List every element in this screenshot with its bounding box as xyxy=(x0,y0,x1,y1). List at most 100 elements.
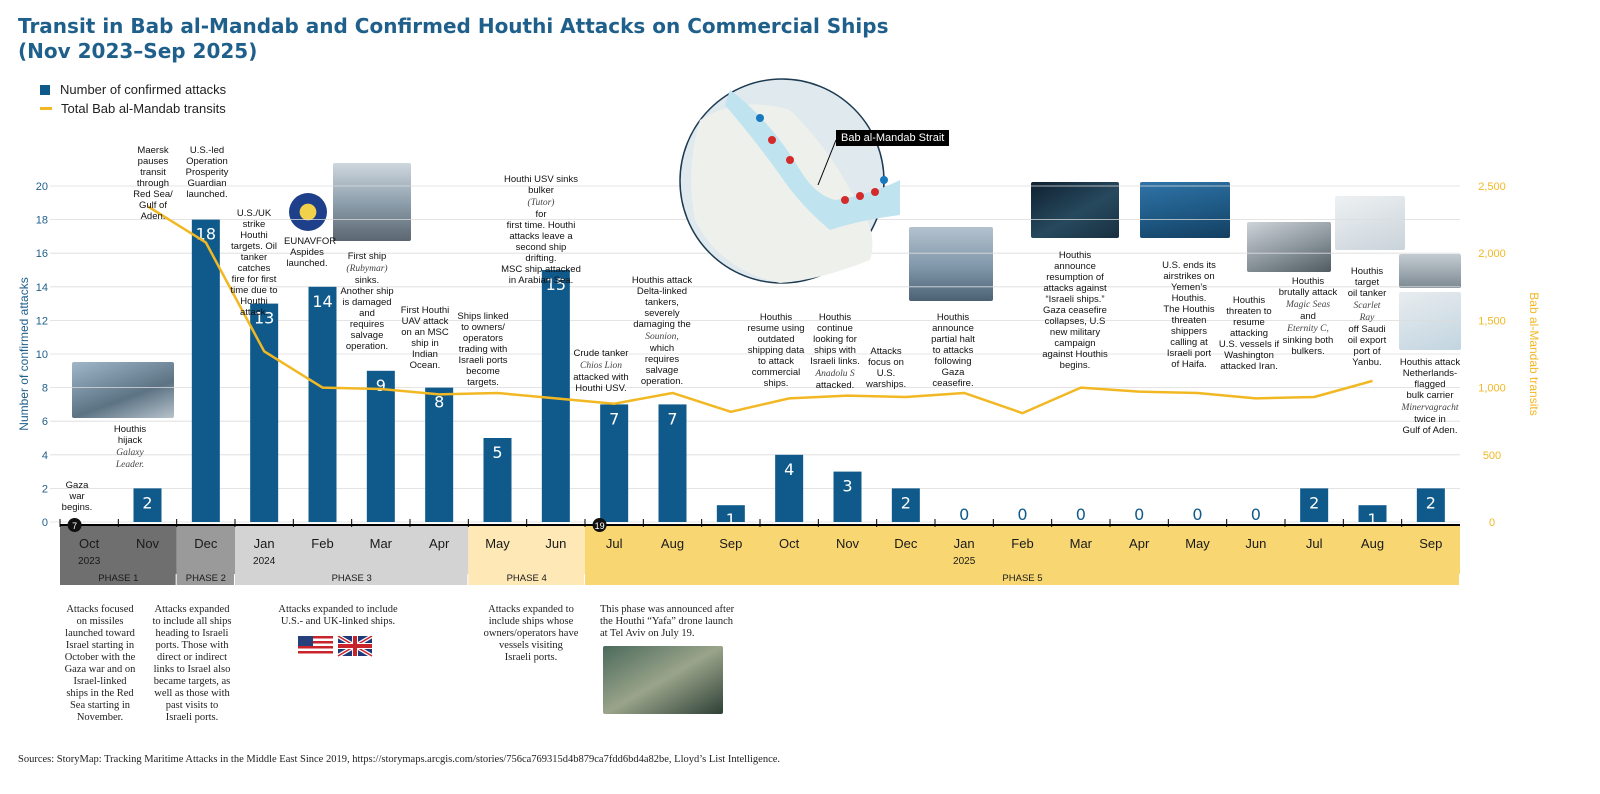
bar-value-label: 7 xyxy=(667,409,677,428)
annotation-text: Houthis resume using outdated shipping d… xyxy=(747,312,805,389)
bar-value-label: 4 xyxy=(784,460,794,479)
phase-band-month xyxy=(585,526,1460,574)
event-annotation: First ship (Rubymar) sinks. Another ship… xyxy=(338,251,396,352)
yafa-drone-photo xyxy=(603,646,723,714)
right-axis: 0 500 1,000 1,500 2,000 2,500 Bab al-Mandab tr… xyxy=(1478,181,1541,529)
event-annotation: U.S. ends its airstrikes on Yemen’s Hout… xyxy=(1158,260,1220,370)
annotation-text: Crude tanker xyxy=(573,348,629,359)
event-marker xyxy=(67,518,82,532)
event-marker xyxy=(592,518,607,532)
minervagracht-photo xyxy=(1399,254,1461,288)
phase-band-month xyxy=(468,526,585,574)
phase-band-month xyxy=(176,526,235,574)
legend-attacks: Number of confirmed attacks xyxy=(40,82,226,97)
annotation-text: attacked. xyxy=(815,380,855,391)
event-annotation: Ships linked to owners/ operators tradin… xyxy=(456,311,510,388)
annotation-ship-name: Sounion, xyxy=(645,332,679,342)
annotation-text: sinking both bulkers. xyxy=(1282,335,1334,357)
annotation-text: off Saudi oil export port of Yanbu. xyxy=(1347,324,1387,368)
left-tick-label: 6 xyxy=(42,416,48,428)
event-annotation: Houthis attack Netherlands- flagged bulk… xyxy=(1396,357,1464,436)
month-label: Feb xyxy=(311,536,333,551)
phase-label: PHASE 2 xyxy=(186,573,226,584)
annotation-text: Houthis brutally attack xyxy=(1278,276,1338,298)
annotation-text: Attacks focus on U.S. warships. xyxy=(866,346,907,390)
month-label: Jun xyxy=(1245,536,1266,551)
annotation-ship-name: Scarlet Ray xyxy=(1353,301,1381,323)
transit-line-path xyxy=(146,205,1373,415)
event-annotation: EUNAVFOR Aspides launched. xyxy=(284,236,336,269)
annotation-text: U.S.-led Operation Prosperity Guardian l… xyxy=(185,145,229,200)
attack-bar xyxy=(1416,488,1445,522)
title-line-1: Transit in Bab al-Mandab and Confirmed H… xyxy=(18,14,889,38)
phase-description: Attacks expanded to include all ships he… xyxy=(152,604,232,723)
attack-bar xyxy=(133,488,162,522)
month-label: Mar xyxy=(1070,536,1093,551)
sinking-bulker-photo xyxy=(1247,222,1331,272)
annotation-text: U.S. ends its airstrikes on Yemen’s Hout… xyxy=(1162,260,1216,370)
annotation-text: Houthis attack Delta-linked tankers, sev… xyxy=(631,275,693,330)
transit-line xyxy=(146,205,1373,415)
attack-bar xyxy=(366,370,395,522)
bar-value-label: 1 xyxy=(1367,510,1377,529)
left-tick-label: 0 xyxy=(42,517,48,529)
event-annotation: U.S./UK strike Houthi targets. Oil tanke… xyxy=(228,208,280,318)
phase-band-label-bg xyxy=(235,569,468,585)
event-annotation: Crude tanker Chios Lion attacked with Ho… xyxy=(571,348,631,394)
month-label: Apr xyxy=(1129,536,1150,551)
phase-description: Attacks expanded to include U.S.- and UK… xyxy=(278,604,398,627)
galaxy-leader-photo xyxy=(72,362,174,418)
annotation-text: U.S./UK strike Houthi targets. Oil tanke… xyxy=(230,208,278,318)
bar-value-label: 18 xyxy=(196,225,216,244)
annotation-text: Houthis announce partial halt to attacks… xyxy=(931,312,975,389)
right-tick-label: 1,000 xyxy=(1478,383,1506,395)
event-annotation: Houthis continue looking for ships with … xyxy=(808,312,862,391)
month-label: Nov xyxy=(136,536,160,551)
phase-band-label-bg xyxy=(60,569,176,585)
month-label: May xyxy=(1185,536,1210,551)
left-tick-label: 20 xyxy=(36,181,48,193)
year-label: 2025 xyxy=(953,556,976,567)
bar-value-label: 5 xyxy=(492,443,502,462)
phase-label: PHASE 1 xyxy=(98,573,138,584)
attack-bar xyxy=(833,471,862,522)
annotation-text: Gaza war begins. xyxy=(61,480,93,513)
attack-bar xyxy=(191,219,220,522)
annotation-ship-name: Magic Seas xyxy=(1285,300,1331,310)
attack-bar xyxy=(425,387,454,522)
month-label: Dec xyxy=(194,536,218,551)
month-label: Oct xyxy=(779,536,800,551)
x-axis: Oct Nov Dec Jan Feb Mar Apr May Jun Jul Aug Sep Oct N… xyxy=(59,519,1460,567)
annotation-text: Houthi USV sinks bulker xyxy=(504,174,578,196)
bar-value-label: 2 xyxy=(142,493,152,512)
annotation-ship-name: Anadolu S xyxy=(815,369,855,379)
attack-bar xyxy=(1300,488,1329,522)
fighter-jet-photo xyxy=(1140,182,1230,238)
event-annotation: First Houthi UAV attack on an MSC ship i… xyxy=(398,305,452,371)
month-label: Aug xyxy=(1361,536,1384,551)
bar-value-label: 2 xyxy=(1426,493,1436,512)
right-tick-label: 500 xyxy=(1483,450,1501,462)
annotation-text: Houthis continue looking for ships with … xyxy=(810,312,860,367)
annotation-text: Houthis attack Netherlands- flagged bulk… xyxy=(1399,357,1461,401)
annotation-text: twice in Gulf of Aden. xyxy=(1402,414,1458,436)
phase-description: Attacks focused on missiles launched tow… xyxy=(64,604,136,723)
bar-value-label: 0 xyxy=(1134,505,1144,524)
attack-bar xyxy=(658,404,687,522)
annotation-ship-name: (Tutor) xyxy=(527,198,555,208)
strait-map xyxy=(679,78,900,284)
map-label: Bab al-Mandab Strait xyxy=(836,130,950,146)
left-tick-label: 14 xyxy=(36,282,48,294)
bar-value-label: 0 xyxy=(1017,505,1027,524)
source-note: Sources: StoryMap: Tracking Maritime Att… xyxy=(18,754,781,765)
month-label: Jul xyxy=(1306,536,1323,551)
phase-band-label-bg xyxy=(176,569,234,585)
attack-bar xyxy=(1358,505,1387,522)
left-tick-label: 10 xyxy=(36,349,48,361)
annotation-ship-name: Minervagracht xyxy=(1401,403,1459,413)
annotation-text: Houthis threaten to resume attacking U.S… xyxy=(1218,295,1280,372)
month-label: Jan xyxy=(254,536,275,551)
attack-bar xyxy=(716,505,745,522)
attack-bar xyxy=(483,438,512,522)
